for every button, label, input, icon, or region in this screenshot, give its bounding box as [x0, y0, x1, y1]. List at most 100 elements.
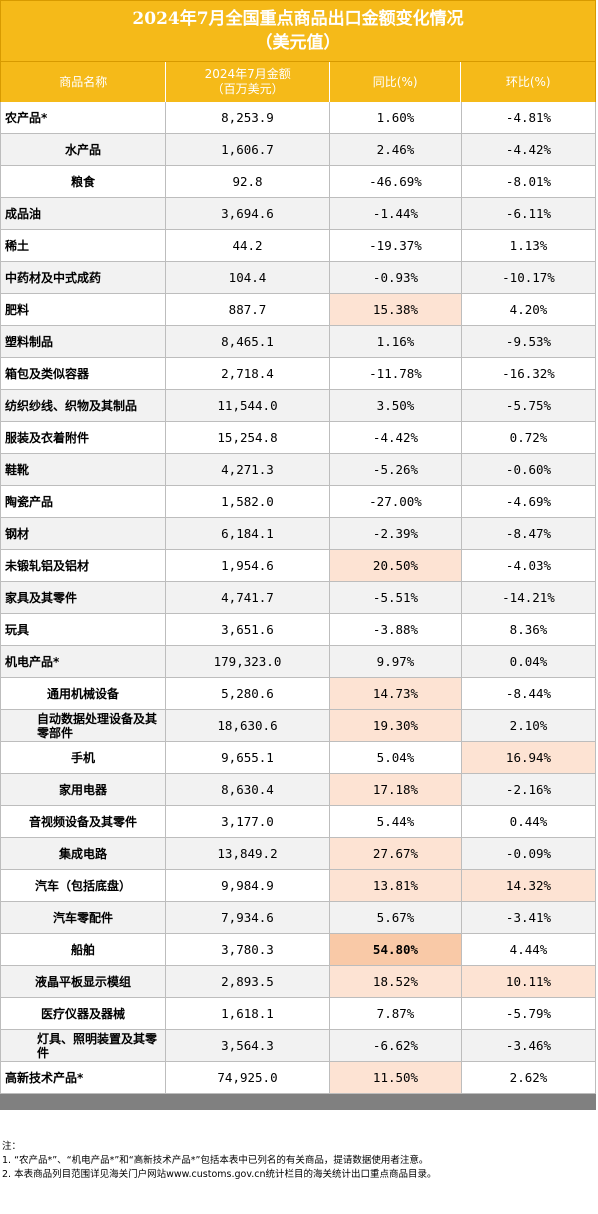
cell-mom: -3.46% [462, 1030, 596, 1061]
cell-amount: 3,651.6 [166, 614, 330, 645]
table-row: 中药材及中式成药 104.4 -0.93% -10.17% [0, 262, 596, 294]
cell-commodity-name: 家用电器 [0, 774, 166, 805]
cell-amount: 5,280.6 [166, 678, 330, 709]
cell-amount: 3,780.3 [166, 934, 330, 965]
cell-mom: -3.41% [462, 902, 596, 933]
cell-mom: 1.13% [462, 230, 596, 261]
cell-amount: 8,465.1 [166, 326, 330, 357]
table-row: 稀土 44.2 -19.37% 1.13% [0, 230, 596, 262]
cell-mom: -4.81% [462, 102, 596, 133]
cell-yoy: 5.44% [330, 806, 462, 837]
cell-yoy: -27.00% [330, 486, 462, 517]
table-row: 液晶平板显示模组 2,893.5 18.52% 10.11% [0, 966, 596, 998]
table-row: 家具及其零件 4,741.7 -5.51% -14.21% [0, 582, 596, 614]
table-row: 鞋靴 4,271.3 -5.26% -0.60% [0, 454, 596, 486]
table-row: 汽车零配件 7,934.6 5.67% -3.41% [0, 902, 596, 934]
cell-commodity-name: 稀土 [0, 230, 166, 261]
cell-commodity-name: 医疗仪器及器械 [0, 998, 166, 1029]
cell-mom: -0.09% [462, 838, 596, 869]
cell-commodity-name: 中药材及中式成药 [0, 262, 166, 293]
table-row: 农产品* 8,253.9 1.60% -4.81% [0, 102, 596, 134]
cell-commodity-name: 机电产品* [0, 646, 166, 677]
cell-yoy: -4.42% [330, 422, 462, 453]
cell-mom: -4.03% [462, 550, 596, 581]
cell-commodity-name: 船舶 [0, 934, 166, 965]
cell-mom: -4.69% [462, 486, 596, 517]
cell-commodity-name: 手机 [0, 742, 166, 773]
cell-mom: 0.44% [462, 806, 596, 837]
title-line-1: 2024年7月全国重点商品出口金额变化情况 [132, 9, 464, 29]
table-row: 箱包及类似容器 2,718.4 -11.78% -16.32% [0, 358, 596, 390]
cell-amount: 4,271.3 [166, 454, 330, 485]
cell-yoy: -46.69% [330, 166, 462, 197]
notes-label: 注： [2, 1141, 22, 1152]
cell-mom: -8.44% [462, 678, 596, 709]
cell-commodity-name: 粮食 [0, 166, 166, 197]
cell-yoy: -0.93% [330, 262, 462, 293]
cell-yoy: 27.67% [330, 838, 462, 869]
cell-yoy: -6.62% [330, 1030, 462, 1061]
cell-amount: 887.7 [166, 294, 330, 325]
cell-mom: 0.04% [462, 646, 596, 677]
cell-commodity-name: 液晶平板显示模组 [0, 966, 166, 997]
cell-mom: -8.47% [462, 518, 596, 549]
cell-mom: 0.72% [462, 422, 596, 453]
table-row: 自动数据处理设备及其零部件 18,630.6 19.30% 2.10% [0, 710, 596, 742]
table-row: 纺织纱线、织物及其制品 11,544.0 3.50% -5.75% [0, 390, 596, 422]
cell-amount: 13,849.2 [166, 838, 330, 869]
cell-mom: -2.16% [462, 774, 596, 805]
cell-yoy: -3.88% [330, 614, 462, 645]
table-row: 机电产品* 179,323.0 9.97% 0.04% [0, 646, 596, 678]
cell-mom: -16.32% [462, 358, 596, 389]
cell-amount: 8,630.4 [166, 774, 330, 805]
cell-commodity-name: 陶瓷产品 [0, 486, 166, 517]
cell-yoy: 7.87% [330, 998, 462, 1029]
cell-amount: 1,606.7 [166, 134, 330, 165]
cell-mom: 14.32% [462, 870, 596, 901]
cell-yoy: 9.97% [330, 646, 462, 677]
cell-amount: 7,934.6 [166, 902, 330, 933]
cell-yoy: 54.80% [330, 934, 462, 965]
cell-amount: 3,564.3 [166, 1030, 330, 1061]
table-row: 水产品 1,606.7 2.46% -4.42% [0, 134, 596, 166]
table-row: 通用机械设备 5,280.6 14.73% -8.44% [0, 678, 596, 710]
cell-amount: 6,184.1 [166, 518, 330, 549]
cell-yoy: 13.81% [330, 870, 462, 901]
cell-commodity-name: 集成电路 [0, 838, 166, 869]
cell-yoy: 2.46% [330, 134, 462, 165]
table-row: 高新技术产品* 74,925.0 11.50% 2.62% [0, 1062, 596, 1094]
cell-yoy: 5.04% [330, 742, 462, 773]
table-row: 玩具 3,651.6 -3.88% 8.36% [0, 614, 596, 646]
cell-amount: 3,177.0 [166, 806, 330, 837]
cell-yoy: 17.18% [330, 774, 462, 805]
cell-commodity-name: 纺织纱线、织物及其制品 [0, 390, 166, 421]
cell-commodity-name: 家具及其零件 [0, 582, 166, 613]
cell-commodity-name: 自动数据处理设备及其零部件 [0, 710, 166, 741]
cell-mom: 16.94% [462, 742, 596, 773]
cell-commodity-name: 塑料制品 [0, 326, 166, 357]
title-line-2: （美元值） [255, 33, 341, 53]
cell-yoy: 19.30% [330, 710, 462, 741]
cell-amount: 1,954.6 [166, 550, 330, 581]
cell-yoy: 1.16% [330, 326, 462, 357]
table-footer-bar [0, 1094, 596, 1110]
cell-amount: 9,984.9 [166, 870, 330, 901]
table-row: 陶瓷产品 1,582.0 -27.00% -4.69% [0, 486, 596, 518]
cell-commodity-name: 成品油 [0, 198, 166, 229]
cell-yoy: -11.78% [330, 358, 462, 389]
cell-amount: 44.2 [166, 230, 330, 261]
cell-amount: 9,655.1 [166, 742, 330, 773]
cell-yoy: 5.67% [330, 902, 462, 933]
cell-amount: 104.4 [166, 262, 330, 293]
table-row: 服装及衣着附件 15,254.8 -4.42% 0.72% [0, 422, 596, 454]
table-row: 钢材 6,184.1 -2.39% -8.47% [0, 518, 596, 550]
cell-yoy: -1.44% [330, 198, 462, 229]
cell-commodity-name: 服装及衣着附件 [0, 422, 166, 453]
cell-commodity-name: 钢材 [0, 518, 166, 549]
cell-mom: -5.79% [462, 998, 596, 1029]
table-row: 医疗仪器及器械 1,618.1 7.87% -5.79% [0, 998, 596, 1030]
cell-yoy: 20.50% [330, 550, 462, 581]
cell-mom: -5.75% [462, 390, 596, 421]
table-row: 手机 9,655.1 5.04% 16.94% [0, 742, 596, 774]
cell-yoy: 14.73% [330, 678, 462, 709]
